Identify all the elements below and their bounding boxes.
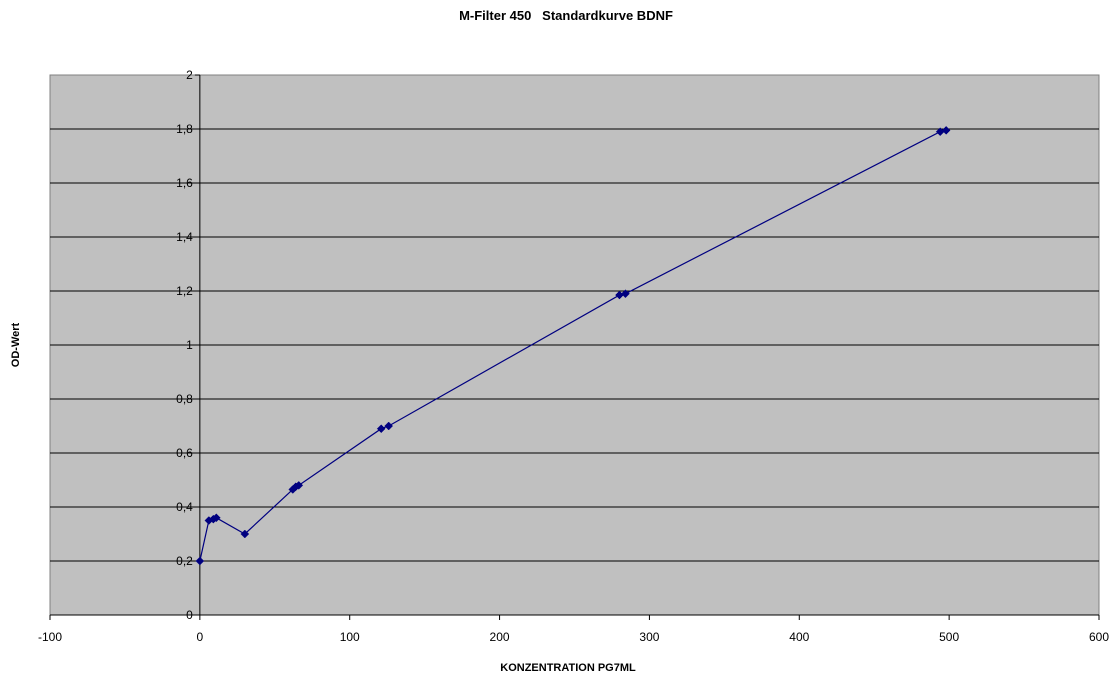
data-point-marker: [294, 481, 304, 490]
data-point-marker: [376, 424, 386, 434]
y-tick-label: 1: [186, 338, 193, 352]
y-tick-label: 1,2: [176, 284, 193, 298]
y-tick-label: 0: [186, 608, 193, 622]
data-point-marker: [195, 556, 205, 566]
axes: [49, 74, 1100, 620]
data-series: [195, 125, 951, 566]
x-tick-labels: -100 0 100 200 300 400 500 600: [38, 630, 1109, 644]
x-tick-label: 300: [639, 630, 659, 644]
data-point-marker: [621, 289, 630, 299]
data-point-marker: [384, 421, 394, 431]
x-tick-label: 200: [490, 630, 510, 644]
y-tick-label: 1,4: [176, 230, 193, 244]
x-axis-label: KONZENTRATION PG7ML: [500, 662, 636, 674]
y-tick-label: 0,4: [176, 500, 193, 514]
y-tick-label: 2: [186, 68, 193, 82]
y-tick-label: 0,2: [176, 554, 193, 568]
x-tick-label: 0: [197, 630, 204, 644]
y-tick-label: 1,6: [176, 176, 193, 190]
x-tick-label: 500: [939, 630, 959, 644]
chart-title: M-Filter 450 Standardkurve BDNF: [459, 8, 673, 23]
x-tick-label: 400: [789, 630, 809, 644]
grid-lines: [50, 128, 1099, 562]
data-point-marker: [240, 529, 250, 539]
y-tick-label: 1,8: [176, 122, 193, 136]
y-tick-label: 0,6: [176, 446, 193, 460]
x-tick-label: 600: [1089, 630, 1109, 644]
x-tick-label: -100: [38, 630, 62, 644]
data-point-marker: [211, 513, 221, 523]
y-axis-label: OD-Wert: [10, 322, 22, 367]
y-tick-label: 0,8: [176, 392, 193, 406]
x-tick-label: 100: [340, 630, 360, 644]
y-tick-labels: 0 0,2 0,4 0,6 0,8 1 1,2 1,4 1,6 1,8 2: [176, 68, 193, 622]
data-point-marker: [941, 125, 951, 135]
